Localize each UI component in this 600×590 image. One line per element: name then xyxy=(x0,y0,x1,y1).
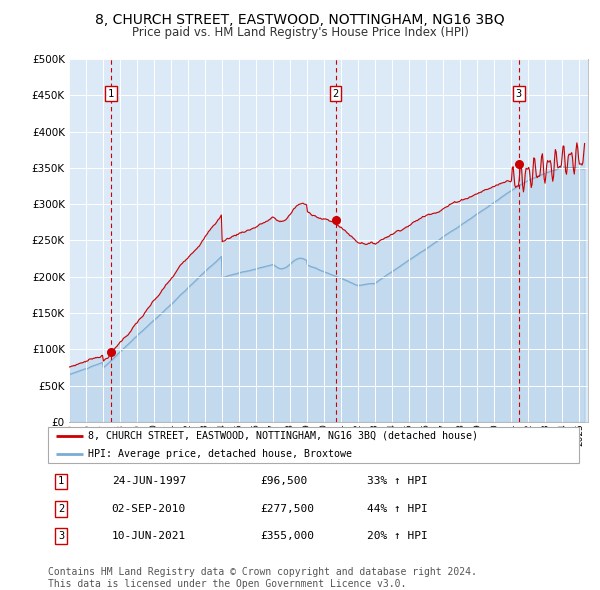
Text: 8, CHURCH STREET, EASTWOOD, NOTTINGHAM, NG16 3BQ (detached house): 8, CHURCH STREET, EASTWOOD, NOTTINGHAM, … xyxy=(88,431,478,441)
Text: 3: 3 xyxy=(58,531,64,541)
Text: 2: 2 xyxy=(58,504,64,514)
Text: 8, CHURCH STREET, EASTWOOD, NOTTINGHAM, NG16 3BQ: 8, CHURCH STREET, EASTWOOD, NOTTINGHAM, … xyxy=(95,13,505,27)
Text: 02-SEP-2010: 02-SEP-2010 xyxy=(112,504,186,514)
Text: 1: 1 xyxy=(58,477,64,487)
Text: Contains HM Land Registry data © Crown copyright and database right 2024.
This d: Contains HM Land Registry data © Crown c… xyxy=(48,567,477,589)
Text: 1: 1 xyxy=(108,89,115,99)
Text: 44% ↑ HPI: 44% ↑ HPI xyxy=(367,504,427,514)
Text: £277,500: £277,500 xyxy=(260,504,314,514)
Text: 24-JUN-1997: 24-JUN-1997 xyxy=(112,477,186,487)
Text: £355,000: £355,000 xyxy=(260,531,314,541)
Text: 2: 2 xyxy=(332,89,339,99)
Text: 20% ↑ HPI: 20% ↑ HPI xyxy=(367,531,427,541)
Text: £96,500: £96,500 xyxy=(260,477,308,487)
Text: 3: 3 xyxy=(516,89,522,99)
Text: 10-JUN-2021: 10-JUN-2021 xyxy=(112,531,186,541)
Text: 33% ↑ HPI: 33% ↑ HPI xyxy=(367,477,427,487)
Text: HPI: Average price, detached house, Broxtowe: HPI: Average price, detached house, Brox… xyxy=(88,449,352,459)
Text: Price paid vs. HM Land Registry's House Price Index (HPI): Price paid vs. HM Land Registry's House … xyxy=(131,26,469,39)
FancyBboxPatch shape xyxy=(48,427,579,463)
